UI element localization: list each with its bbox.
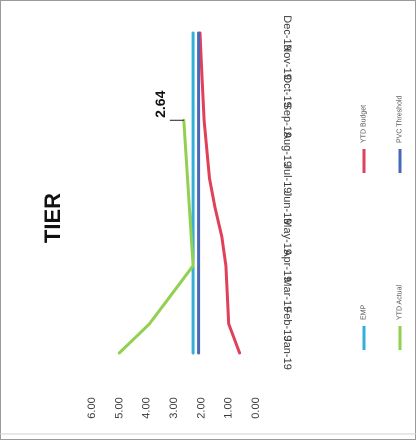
- category-label: Feb-19: [281, 306, 293, 341]
- annotation-label: 2.64: [152, 90, 168, 117]
- category-label: Mar-19: [281, 277, 293, 312]
- series-line-ytd-budget: [198, 31, 242, 355]
- y-tick-label: 5.00: [113, 397, 125, 418]
- y-tick-label: 1.00: [223, 397, 235, 418]
- category-label: Nov-19: [281, 44, 293, 79]
- legend-label: PVC Threshold: [397, 96, 404, 143]
- legend-label: YTD Actual: [397, 285, 404, 320]
- y-tick-label: 3.00: [168, 397, 180, 418]
- legend-label: YTD Budget: [361, 105, 368, 143]
- category-label: Jun-19: [281, 191, 293, 225]
- series-lines: [117, 31, 242, 355]
- category-label: Aug-19: [281, 132, 293, 167]
- legend-label: EMP: [361, 305, 368, 321]
- category-label: May-19: [281, 218, 293, 255]
- chart-title: TIER: [40, 193, 65, 243]
- category-label: Jul-19: [281, 163, 293, 193]
- y-axis-ticks: 0.00 1.00 2.00 3.00 4.00 5.00 6.00: [86, 397, 262, 418]
- y-tick-label: 6.00: [86, 397, 98, 418]
- x-axis-categories: Jan-19Feb-19Mar-19Apr-19May-19Jun-19Jul-…: [281, 15, 293, 370]
- category-label: Sep-19: [281, 103, 293, 138]
- legend: EMP YTD Actual YTD Budget PVC Threshold: [361, 96, 404, 350]
- category-label: Dec-19: [281, 15, 293, 50]
- y-tick-label: 4.00: [141, 397, 153, 418]
- category-label: Oct-19: [281, 75, 293, 108]
- series-line-ytd-actual: [117, 118, 195, 355]
- y-tick-label: 0.00: [250, 397, 262, 418]
- annotations: 2.64: [152, 90, 184, 121]
- category-label: Jan-19: [281, 336, 293, 370]
- y-tick-label: 2.00: [195, 397, 207, 418]
- category-label: Apr-19: [281, 249, 293, 282]
